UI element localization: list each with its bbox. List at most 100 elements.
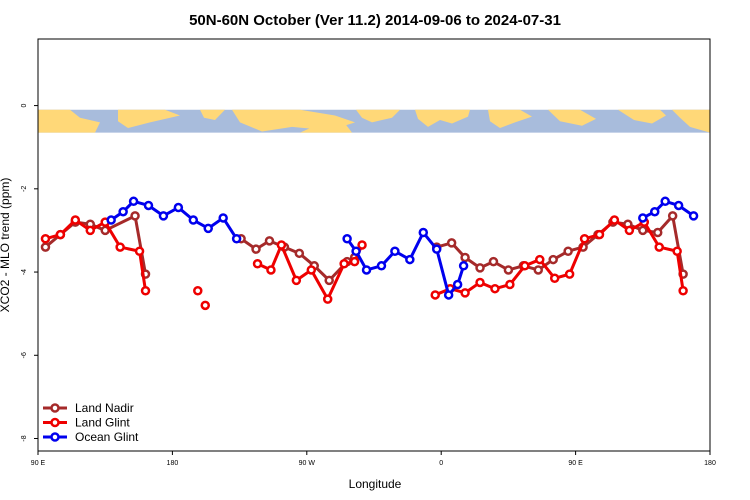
data-point — [134, 246, 145, 256]
data-point — [520, 261, 530, 271]
data-point — [357, 240, 367, 250]
data-point — [563, 246, 573, 256]
data-point — [390, 246, 400, 256]
data-point — [564, 269, 575, 279]
data-point — [446, 238, 457, 248]
data-point — [118, 206, 128, 217]
data-point — [361, 265, 372, 275]
data-point — [649, 206, 660, 217]
data-point — [624, 225, 635, 236]
series-ocean-glint — [106, 196, 699, 300]
legend-label: Land Nadir — [75, 401, 134, 415]
legend-item: Ocean Glint — [43, 430, 139, 444]
data-point — [490, 283, 500, 294]
data-point — [55, 229, 66, 240]
y-tick-label: -8 — [21, 435, 28, 441]
x-tick-label: 90 E — [568, 460, 583, 467]
x-axis: 90 E 180 90 W 0 90 E 180 — [31, 451, 716, 467]
data-point — [405, 254, 415, 265]
data-point — [251, 244, 261, 254]
map-land-6 — [356, 109, 400, 123]
data-point — [672, 246, 682, 256]
data-point — [130, 211, 140, 221]
data-point — [218, 213, 228, 223]
data-point — [200, 300, 211, 311]
data-point — [276, 240, 287, 250]
map-land-5 — [300, 123, 352, 133]
data-point — [231, 234, 242, 244]
data-point — [140, 286, 151, 296]
data-point — [579, 234, 590, 244]
data-point — [638, 225, 648, 236]
data-point — [342, 234, 352, 244]
data-point — [128, 196, 139, 207]
y-axis-label: XCO2 - MLO trend (ppm) — [0, 178, 12, 313]
data-point — [430, 290, 440, 300]
data-point — [252, 258, 263, 269]
legend-label: Ocean Glint — [75, 430, 139, 444]
series-layer — [40, 196, 699, 311]
data-point — [376, 261, 387, 271]
data-point — [70, 215, 81, 225]
data-point — [460, 252, 470, 263]
data-point — [688, 211, 699, 221]
data-point — [418, 227, 429, 238]
x-tick-label: 90 E — [31, 460, 46, 467]
map-land-11 — [672, 109, 710, 133]
data-point — [431, 244, 442, 254]
map-land-7 — [415, 109, 470, 127]
data-point — [678, 286, 688, 296]
y-axis: 0 -2 -4 -6 -8 — [21, 104, 38, 442]
x-tick-label: 90 W — [299, 460, 316, 467]
data-point — [475, 263, 485, 273]
y-tick-label: -4 — [21, 269, 28, 275]
data-point — [488, 256, 499, 267]
data-point — [535, 254, 545, 265]
series-line — [110, 199, 238, 240]
data-point — [158, 211, 169, 221]
data-point — [667, 211, 678, 221]
data-point — [40, 234, 51, 244]
data-point — [638, 213, 648, 223]
data-point — [460, 288, 470, 298]
data-point — [475, 277, 485, 288]
data-point — [594, 229, 605, 240]
map-land-3 — [200, 109, 225, 121]
data-point — [349, 256, 360, 267]
map-land-1 — [38, 109, 100, 133]
data-point — [85, 225, 96, 236]
x-axis-label: Longitude — [349, 477, 402, 491]
chart-title: 50N-60N October (Ver 11.2) 2014-09-06 to… — [189, 12, 561, 29]
map-land-2 — [118, 109, 180, 129]
legend-item: Land Glint — [43, 416, 130, 430]
data-point — [351, 246, 361, 256]
data-point — [652, 227, 663, 238]
legend-swatch-marker — [50, 417, 60, 428]
data-point — [188, 215, 199, 225]
data-point — [458, 261, 469, 271]
x-tick-label: 180 — [167, 460, 179, 467]
data-point — [203, 223, 213, 234]
data-point — [533, 265, 544, 275]
data-point — [193, 286, 203, 296]
series-line — [44, 214, 147, 275]
map-land-10 — [618, 109, 666, 124]
y-tick-label: 0 — [21, 104, 28, 108]
map-land-9 — [548, 109, 596, 126]
data-point — [443, 290, 454, 300]
data-point — [294, 248, 305, 259]
data-point — [264, 236, 275, 246]
data-point — [106, 215, 116, 225]
data-point — [549, 273, 560, 284]
legend-item: Land Nadir — [43, 401, 134, 415]
data-point — [266, 265, 276, 275]
data-point — [654, 242, 664, 252]
data-point — [291, 275, 302, 286]
data-point — [660, 196, 670, 207]
data-point — [324, 275, 334, 286]
data-point — [40, 242, 51, 252]
legend-swatch-marker — [50, 432, 60, 442]
plot-frame — [37, 38, 711, 452]
